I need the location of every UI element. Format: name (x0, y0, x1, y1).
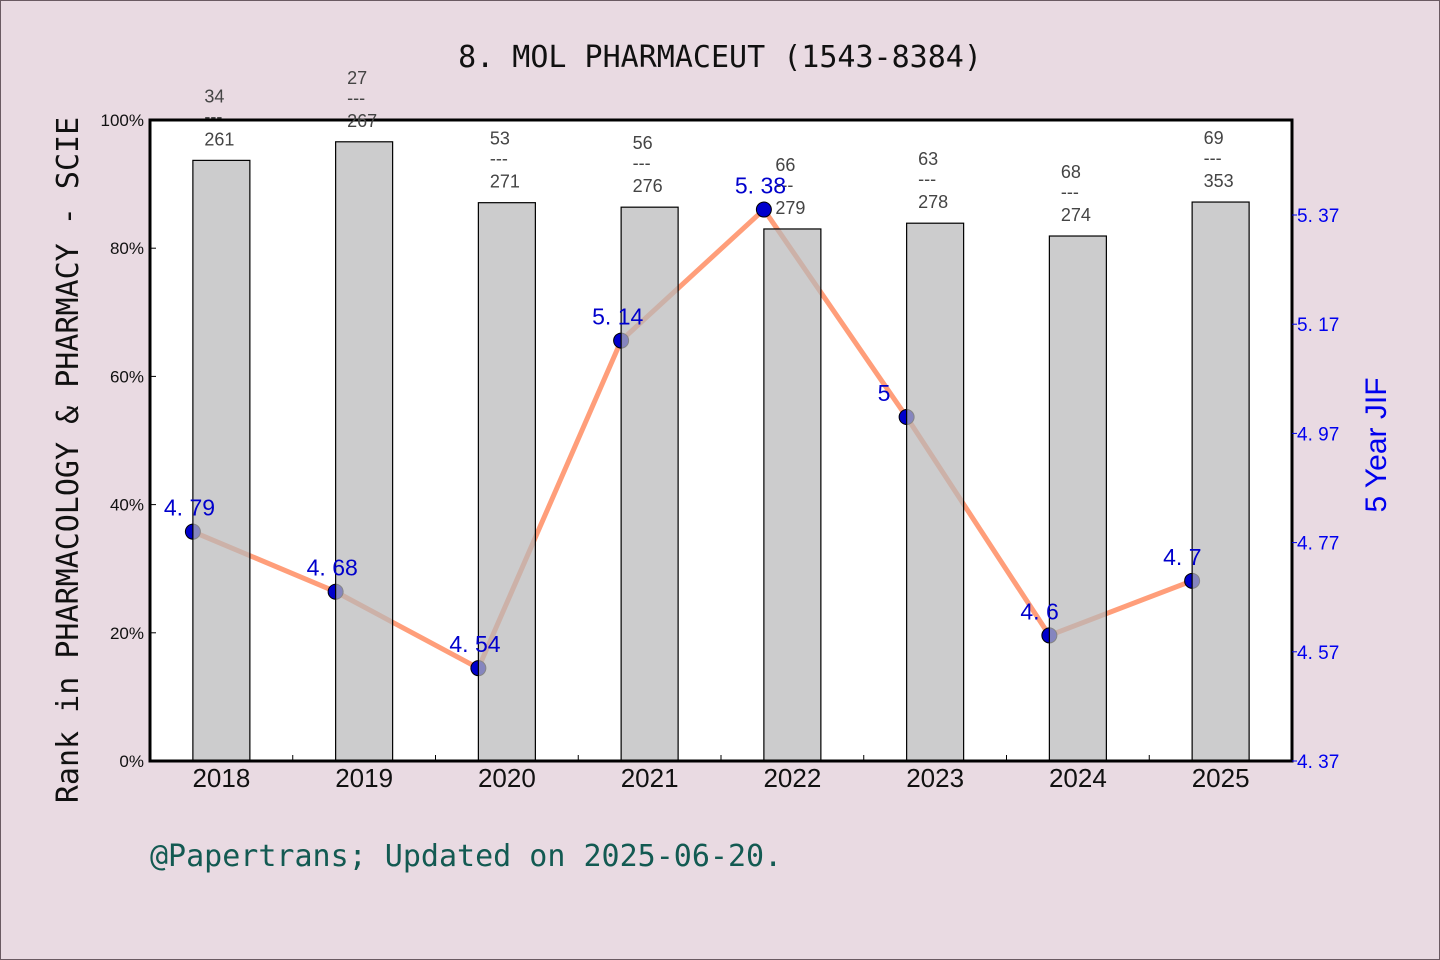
svg-text:34: 34 (204, 86, 224, 106)
svg-text:63: 63 (918, 149, 938, 169)
svg-text:276: 276 (633, 176, 663, 196)
svg-text:---: --- (1061, 182, 1079, 202)
svg-text:---: --- (918, 169, 936, 189)
rank-label: 56--- 276 (633, 133, 663, 196)
svg-text:271: 271 (490, 172, 520, 192)
footer-credit: @Papertrans; Updated on 2025-06-20. (150, 839, 782, 874)
svg-text:279: 279 (775, 198, 805, 218)
svg-text:---: --- (1204, 148, 1222, 168)
axes: 0% 20% 40% 60% 80% 100% 4. 37 4. 57 4. 77 4. 97 5.… (101, 111, 1340, 793)
rank-bar-2020 (477, 202, 536, 762)
svg-text:---: --- (204, 106, 222, 126)
jif-value-label: 5. 38 (735, 173, 786, 199)
rank-label: 27--- 267 (347, 68, 377, 131)
right-axis-tick-label: 4. 37 (1297, 752, 1339, 773)
rank-label: 63--- 278 (918, 149, 948, 212)
rank-bar-2018 (192, 159, 251, 762)
svg-text:267: 267 (347, 111, 377, 131)
x-axis-tick-label: 2024 (1049, 763, 1107, 793)
svg-text:---: --- (347, 88, 365, 108)
svg-text:66: 66 (775, 155, 795, 175)
left-axis-tick-label: 80% (110, 239, 144, 258)
svg-text:68: 68 (1061, 162, 1081, 182)
jif-value-label: 4. 54 (449, 631, 500, 657)
jif-value-label: 4. 79 (164, 495, 215, 521)
rank-bar-2019 (335, 141, 394, 762)
left-axis-tick-label: 100% (101, 111, 144, 130)
left-axis-tick-label: 20% (110, 624, 144, 643)
jif-value-label: 5. 14 (592, 304, 643, 330)
rank-bar-2023 (906, 222, 965, 762)
svg-text:27: 27 (347, 68, 367, 88)
right-axis-tick-label: 4. 97 (1297, 424, 1339, 445)
jif-value-label: 4. 7 (1163, 544, 1201, 570)
svg-text:---: --- (490, 149, 508, 169)
rank-bar-2024 (1048, 235, 1107, 762)
right-axis-title: 5 Year JIF (1360, 377, 1393, 512)
rank-label: 34--- 261 (204, 86, 234, 149)
jif-value-label: 5 (878, 380, 891, 406)
x-axis-tick-label: 2023 (906, 763, 964, 793)
right-axis-tick-label: 5. 37 (1297, 206, 1339, 227)
rank-label: 53--- 271 (490, 129, 520, 192)
x-axis-tick-label: 2019 (335, 763, 393, 793)
plot-area (150, 120, 1292, 761)
svg-text:56: 56 (633, 133, 653, 153)
jif-value-label: 4. 68 (307, 555, 358, 581)
rank-bar-2021 (620, 206, 679, 762)
svg-text:---: --- (775, 175, 793, 195)
right-axis-tick-label: 4. 77 (1297, 534, 1339, 555)
svg-text:353: 353 (1204, 171, 1234, 191)
left-axis-tick-label: 0% (119, 752, 144, 771)
svg-text:69: 69 (1204, 128, 1224, 148)
x-axis-tick-label: 2025 (1192, 763, 1250, 793)
rank-bar-2022 (763, 228, 822, 762)
x-axis-tick-label: 2022 (763, 763, 821, 793)
x-axis-tick-label: 2020 (478, 763, 536, 793)
svg-text:278: 278 (918, 192, 948, 212)
chart-title: 8. MOL PHARMACEUT (1543-8384) (458, 40, 982, 75)
right-axis-tick-label: 4. 57 (1297, 643, 1339, 664)
rank-label: 66--- 279 (775, 155, 805, 218)
right-axis-tick-label: 5. 17 (1297, 315, 1339, 336)
x-axis-tick-label: 2018 (192, 763, 250, 793)
svg-text:261: 261 (204, 129, 234, 149)
rank-bars (192, 141, 1250, 762)
rank-bar-2025 (1191, 201, 1250, 762)
svg-text:53: 53 (490, 129, 510, 149)
left-axis-title: Rank in PHARMACOLOGY & PHARMACY - SCIE (51, 117, 86, 803)
x-axis-tick-label: 2021 (621, 763, 679, 793)
svg-text:---: --- (633, 153, 651, 173)
left-axis-tick-label: 40% (110, 496, 144, 515)
jif-marker (755, 201, 772, 218)
rank-label: 69--- 353 (1204, 128, 1234, 191)
svg-text:274: 274 (1061, 205, 1091, 225)
left-axis-tick-label: 60% (110, 367, 144, 386)
rank-label: 68--- 274 (1061, 162, 1091, 225)
data-labels: 34---26127---26753---27156---27666---279… (164, 68, 1234, 657)
jif-value-label: 4. 6 (1020, 598, 1058, 624)
